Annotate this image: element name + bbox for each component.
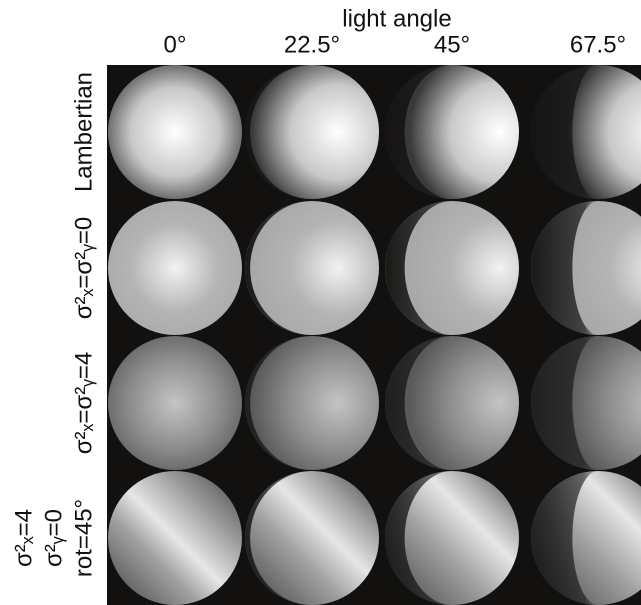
row-label: σ²ₓ=σ²ᵧ=4 xyxy=(70,352,97,455)
sphere-cell xyxy=(108,65,242,199)
sphere xyxy=(385,336,519,470)
sphere-cell xyxy=(531,471,641,605)
sphere-cell xyxy=(245,65,379,199)
sphere-cell xyxy=(245,336,379,470)
row-label: σ²ₓ=4 xyxy=(10,509,37,567)
shadow xyxy=(385,65,452,199)
sphere xyxy=(108,201,242,335)
shadow xyxy=(531,65,598,199)
sphere xyxy=(245,201,379,335)
sphere-cell xyxy=(245,201,379,335)
sphere xyxy=(108,471,242,605)
row-label: σ²ₓ=σ²ᵧ=0 xyxy=(70,217,97,320)
row-label: Lambertian xyxy=(70,72,97,192)
sphere xyxy=(245,336,379,470)
sphere xyxy=(108,65,242,199)
sphere xyxy=(108,336,242,470)
sphere-cell xyxy=(385,336,519,470)
sphere xyxy=(245,471,379,605)
shadow xyxy=(385,336,452,470)
sphere xyxy=(385,65,519,199)
column-label: 45° xyxy=(434,31,470,58)
column-label: 67.5° xyxy=(570,31,626,58)
shadow xyxy=(531,471,598,605)
sphere-cell xyxy=(531,65,641,199)
sphere-cell xyxy=(385,65,519,199)
row-label: rot=45° xyxy=(70,499,97,577)
sphere xyxy=(245,65,379,199)
sphere xyxy=(385,201,519,335)
sphere-cell xyxy=(108,336,242,470)
sphere-cell xyxy=(531,201,641,335)
sphere xyxy=(385,471,519,605)
sphere-grid xyxy=(108,65,641,605)
shadow xyxy=(531,336,598,470)
sphere-cell xyxy=(531,336,641,470)
row-label: σ²ᵧ=0 xyxy=(40,509,67,567)
shadow xyxy=(385,471,452,605)
sphere-cell xyxy=(385,471,519,605)
sphere-cell xyxy=(385,201,519,335)
sphere-cell xyxy=(245,471,379,605)
sphere-cell xyxy=(108,471,242,605)
sphere-cell xyxy=(108,201,242,335)
figure-title: light angle xyxy=(342,5,451,32)
shadow xyxy=(385,201,452,335)
column-label: 22.5° xyxy=(284,31,340,58)
column-label: 0° xyxy=(164,31,187,58)
shadow xyxy=(531,201,598,335)
